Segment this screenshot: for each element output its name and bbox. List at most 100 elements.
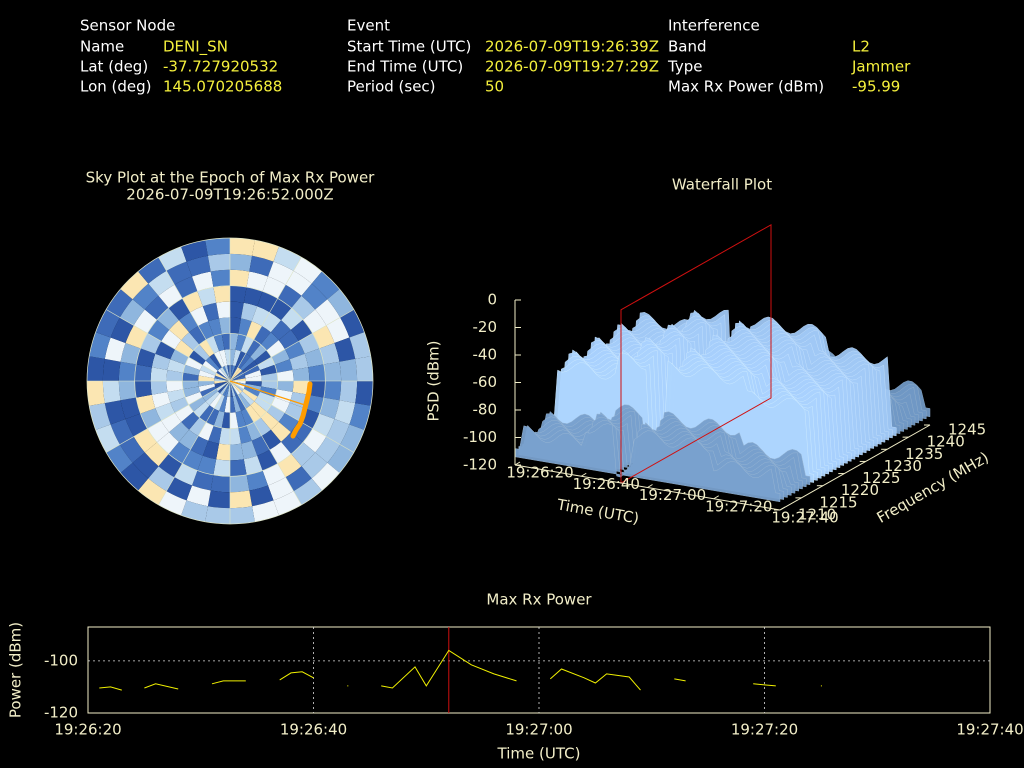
y-tick-label: 1245 bbox=[948, 421, 986, 439]
sky-cell bbox=[219, 349, 228, 367]
sky-cell bbox=[155, 402, 175, 421]
sky-cell bbox=[167, 359, 186, 373]
sky-cell bbox=[261, 372, 278, 381]
sky-cell bbox=[235, 334, 247, 352]
field-value: DENI_SN bbox=[163, 38, 228, 57]
sky-cell bbox=[210, 474, 230, 493]
sky-cell bbox=[311, 462, 340, 491]
sky-cell bbox=[198, 321, 214, 340]
sky-cell bbox=[230, 506, 255, 524]
field-label: Max Rx Power (dBm) bbox=[668, 78, 824, 96]
sky-cell bbox=[169, 320, 190, 341]
sky-cell bbox=[238, 425, 252, 444]
sky-cell bbox=[216, 381, 230, 392]
sky-cell bbox=[246, 422, 262, 441]
sky-cell bbox=[260, 332, 279, 351]
sky-cell bbox=[119, 299, 145, 326]
azimuth-spoke bbox=[229, 257, 302, 382]
sky-cell bbox=[230, 375, 246, 381]
sky-cell bbox=[209, 393, 223, 409]
sky-cell bbox=[181, 332, 200, 351]
sky-cell bbox=[213, 285, 230, 303]
sky-cell bbox=[158, 491, 187, 516]
chart-title: Sky Plot at the Epoch of Max Rx Power bbox=[86, 169, 376, 187]
sky-cell bbox=[237, 353, 251, 369]
sky-cell bbox=[120, 343, 141, 365]
sky-cell bbox=[230, 368, 243, 381]
x-tick-label: 19:26:40 bbox=[573, 475, 640, 493]
field-value: 50 bbox=[485, 78, 504, 96]
sky-cell bbox=[242, 360, 258, 374]
sky-cell bbox=[261, 312, 282, 333]
sky-cell bbox=[240, 336, 254, 354]
sky-cell bbox=[276, 381, 294, 392]
field-label: Lon (deg) bbox=[80, 78, 152, 96]
sky-cell bbox=[334, 337, 356, 362]
sky-cell bbox=[202, 440, 219, 460]
sky-cell bbox=[106, 444, 133, 473]
z-tick-label: -40 bbox=[473, 346, 498, 364]
azimuth-spoke bbox=[229, 309, 354, 382]
sky-cell bbox=[291, 295, 316, 320]
sky-cell bbox=[257, 391, 275, 405]
sky-cell bbox=[262, 276, 286, 299]
sky-cell bbox=[217, 381, 230, 394]
sky-cell bbox=[260, 411, 279, 430]
sky-cell bbox=[277, 284, 302, 308]
x-tick bbox=[779, 506, 786, 511]
epoch-plane bbox=[620, 223, 772, 484]
sky-cell bbox=[136, 348, 156, 368]
y-tick-label: 1230 bbox=[884, 457, 922, 475]
sky-cell bbox=[219, 395, 228, 413]
field-value: 2026-07-09T19:26:39Z bbox=[485, 38, 659, 56]
sky-cell bbox=[216, 370, 230, 381]
sky-cell bbox=[277, 454, 302, 478]
field-value: 2026-07-09T19:27:29Z bbox=[485, 58, 659, 76]
sky-cell bbox=[340, 424, 365, 453]
sky-cell bbox=[216, 443, 230, 461]
sky-cell bbox=[339, 381, 358, 404]
sky-cell bbox=[246, 470, 268, 491]
field-label: Name bbox=[80, 38, 124, 56]
sky-cell bbox=[186, 255, 211, 277]
sky-cell bbox=[192, 271, 214, 292]
field-label: Period (sec) bbox=[347, 78, 436, 96]
sky-cell bbox=[193, 344, 210, 361]
sky-cell bbox=[268, 477, 294, 501]
sky-cell bbox=[273, 246, 302, 271]
field-label: Lat (deg) bbox=[80, 58, 148, 76]
sky-cell bbox=[276, 370, 294, 381]
sky-cell bbox=[304, 348, 324, 368]
azimuth-spoke bbox=[158, 380, 231, 505]
sky-cell bbox=[219, 367, 230, 381]
sky-cell bbox=[315, 299, 341, 326]
z-axis-label: PSD (dBm) bbox=[425, 340, 443, 421]
sky-cell bbox=[311, 271, 340, 300]
x-tick-label: 19:27:40 bbox=[771, 509, 838, 527]
z-tick-label: -80 bbox=[473, 401, 498, 419]
sky-cell bbox=[289, 353, 309, 370]
sky-cell bbox=[192, 470, 214, 491]
sky-cell bbox=[240, 391, 255, 406]
sky-cell bbox=[242, 388, 258, 402]
sky-cell bbox=[118, 381, 137, 401]
sky-cell bbox=[197, 287, 217, 307]
sky-cell bbox=[292, 381, 310, 395]
sky-cell bbox=[138, 478, 167, 505]
sky-cell bbox=[252, 240, 279, 262]
sky-cell bbox=[235, 351, 246, 368]
sky-cell bbox=[315, 436, 341, 463]
sky-cell bbox=[158, 284, 183, 308]
sky-cell bbox=[110, 317, 134, 343]
sky-cell bbox=[230, 490, 253, 509]
sky-cell bbox=[170, 397, 189, 413]
sky-cell bbox=[224, 349, 230, 366]
sky-cell bbox=[230, 381, 244, 392]
sky-cell bbox=[230, 381, 236, 397]
sky-cell bbox=[133, 428, 157, 453]
z-tick-label: -60 bbox=[473, 373, 498, 391]
field-value: L2 bbox=[852, 38, 870, 56]
sky-cell bbox=[150, 381, 168, 395]
sky-cell bbox=[213, 334, 225, 352]
sky-cell bbox=[268, 261, 294, 285]
